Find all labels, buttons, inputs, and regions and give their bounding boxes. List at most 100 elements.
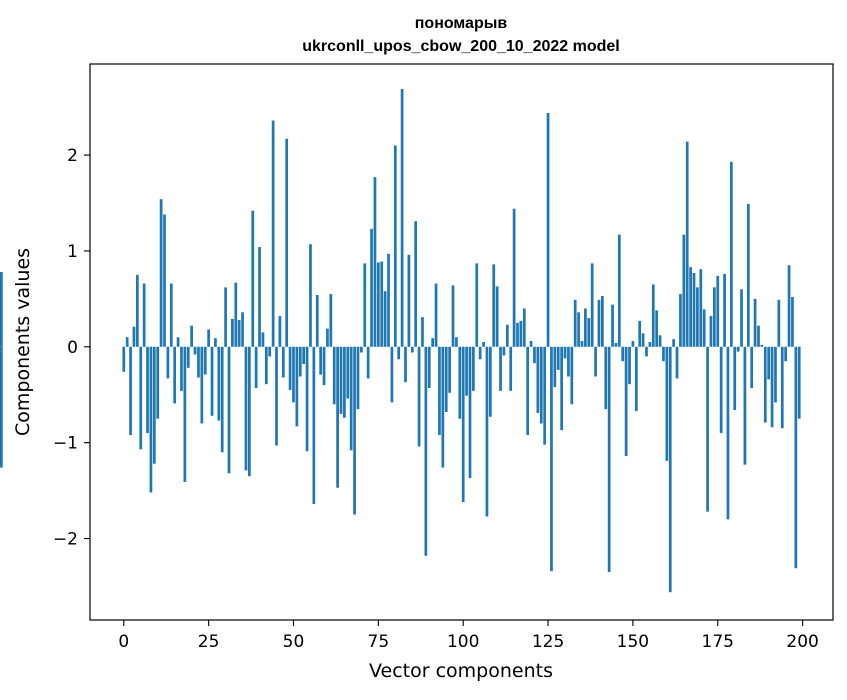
- bar: [390, 346, 394, 403]
- bar: [546, 112, 550, 347]
- bar: [611, 304, 614, 347]
- bar: [292, 346, 295, 403]
- bar: [336, 346, 339, 488]
- bar: [692, 272, 696, 347]
- bar: [169, 283, 173, 347]
- bar: [234, 282, 238, 347]
- bar: [675, 346, 679, 379]
- bar: [624, 346, 628, 457]
- bar: [326, 328, 329, 347]
- bar: [492, 264, 496, 347]
- bar: [248, 346, 251, 477]
- bar: [387, 253, 390, 347]
- bar: [784, 346, 788, 362]
- bar: [332, 346, 336, 405]
- bar: [689, 267, 692, 347]
- bar: [190, 325, 194, 347]
- bar: [709, 316, 713, 347]
- bar: [295, 346, 299, 427]
- bar: [682, 234, 686, 347]
- bar: [373, 177, 377, 347]
- x-tick-label: 75: [368, 632, 390, 652]
- bar: [736, 346, 740, 352]
- bar: [183, 346, 187, 482]
- bar: [152, 346, 156, 464]
- bar: [499, 346, 502, 391]
- bar: [214, 338, 217, 347]
- bar: [519, 320, 523, 347]
- bar: [424, 346, 428, 556]
- bar: [509, 346, 513, 391]
- bar: [516, 322, 519, 347]
- bar: [699, 269, 703, 347]
- y-tick-label: 2: [67, 146, 78, 166]
- x-axis-label: Vector components: [369, 660, 553, 682]
- bar: [156, 346, 160, 419]
- bar: [550, 346, 553, 572]
- bar: [791, 296, 794, 347]
- bar: [302, 346, 306, 365]
- bar: [135, 274, 139, 347]
- x-tick-label: 150: [617, 632, 649, 652]
- bar: [743, 346, 747, 465]
- x-axis: 0 25 50 75 100 125 150 175 200: [118, 620, 819, 652]
- bar: [288, 346, 292, 390]
- bar: [488, 346, 492, 417]
- bar: [485, 346, 489, 517]
- bar-series: [0, 88, 801, 593]
- bar: [495, 286, 499, 347]
- bar: [512, 208, 516, 347]
- bar: [628, 346, 631, 385]
- bar: [197, 346, 200, 378]
- bar: [227, 346, 231, 474]
- chart-subtitle: ukrconll_upos_cbow_200_10_2022 model: [302, 38, 619, 55]
- plot-frame: [89, 63, 834, 621]
- bar: [193, 346, 197, 355]
- bar: [505, 324, 509, 347]
- bar: [237, 319, 241, 347]
- bar: [180, 346, 183, 391]
- y-tick-label: −2: [53, 530, 78, 550]
- bar: [441, 346, 445, 468]
- bar: [149, 346, 153, 493]
- bar: [271, 120, 275, 347]
- x-tick-label: 0: [118, 632, 129, 652]
- bar: [383, 291, 387, 347]
- x-tick-label: 175: [702, 632, 734, 652]
- y-axis: −2 −1 0 1 2: [53, 146, 90, 550]
- bar: [448, 346, 451, 393]
- bar: [770, 346, 774, 428]
- bar: [539, 346, 543, 424]
- bar: [702, 309, 706, 347]
- chart-title: пономарыв: [415, 15, 508, 32]
- bar: [421, 317, 424, 347]
- bar: [268, 346, 272, 357]
- bar: [251, 210, 255, 347]
- y-axis-label: Components values: [12, 248, 34, 436]
- bar: [224, 287, 227, 347]
- bar: [370, 228, 373, 347]
- bar: [567, 346, 570, 377]
- bar: [658, 335, 662, 347]
- bar: [713, 287, 716, 347]
- bar: [319, 346, 322, 375]
- bar: [380, 261, 384, 347]
- bar: [560, 346, 563, 431]
- bar: [254, 346, 258, 389]
- bar: [587, 318, 591, 347]
- bar: [533, 346, 536, 364]
- bar: [787, 265, 791, 347]
- bar: [563, 346, 567, 359]
- bar: [455, 337, 458, 347]
- bar: [186, 346, 190, 368]
- bar: [696, 287, 699, 347]
- bar: [536, 346, 540, 413]
- bar: [349, 346, 353, 451]
- bar: [465, 346, 468, 396]
- bar: [203, 346, 207, 375]
- y-tick-label: −1: [53, 434, 78, 454]
- bar: [645, 346, 648, 357]
- bar: [129, 346, 132, 435]
- bar: [797, 346, 801, 419]
